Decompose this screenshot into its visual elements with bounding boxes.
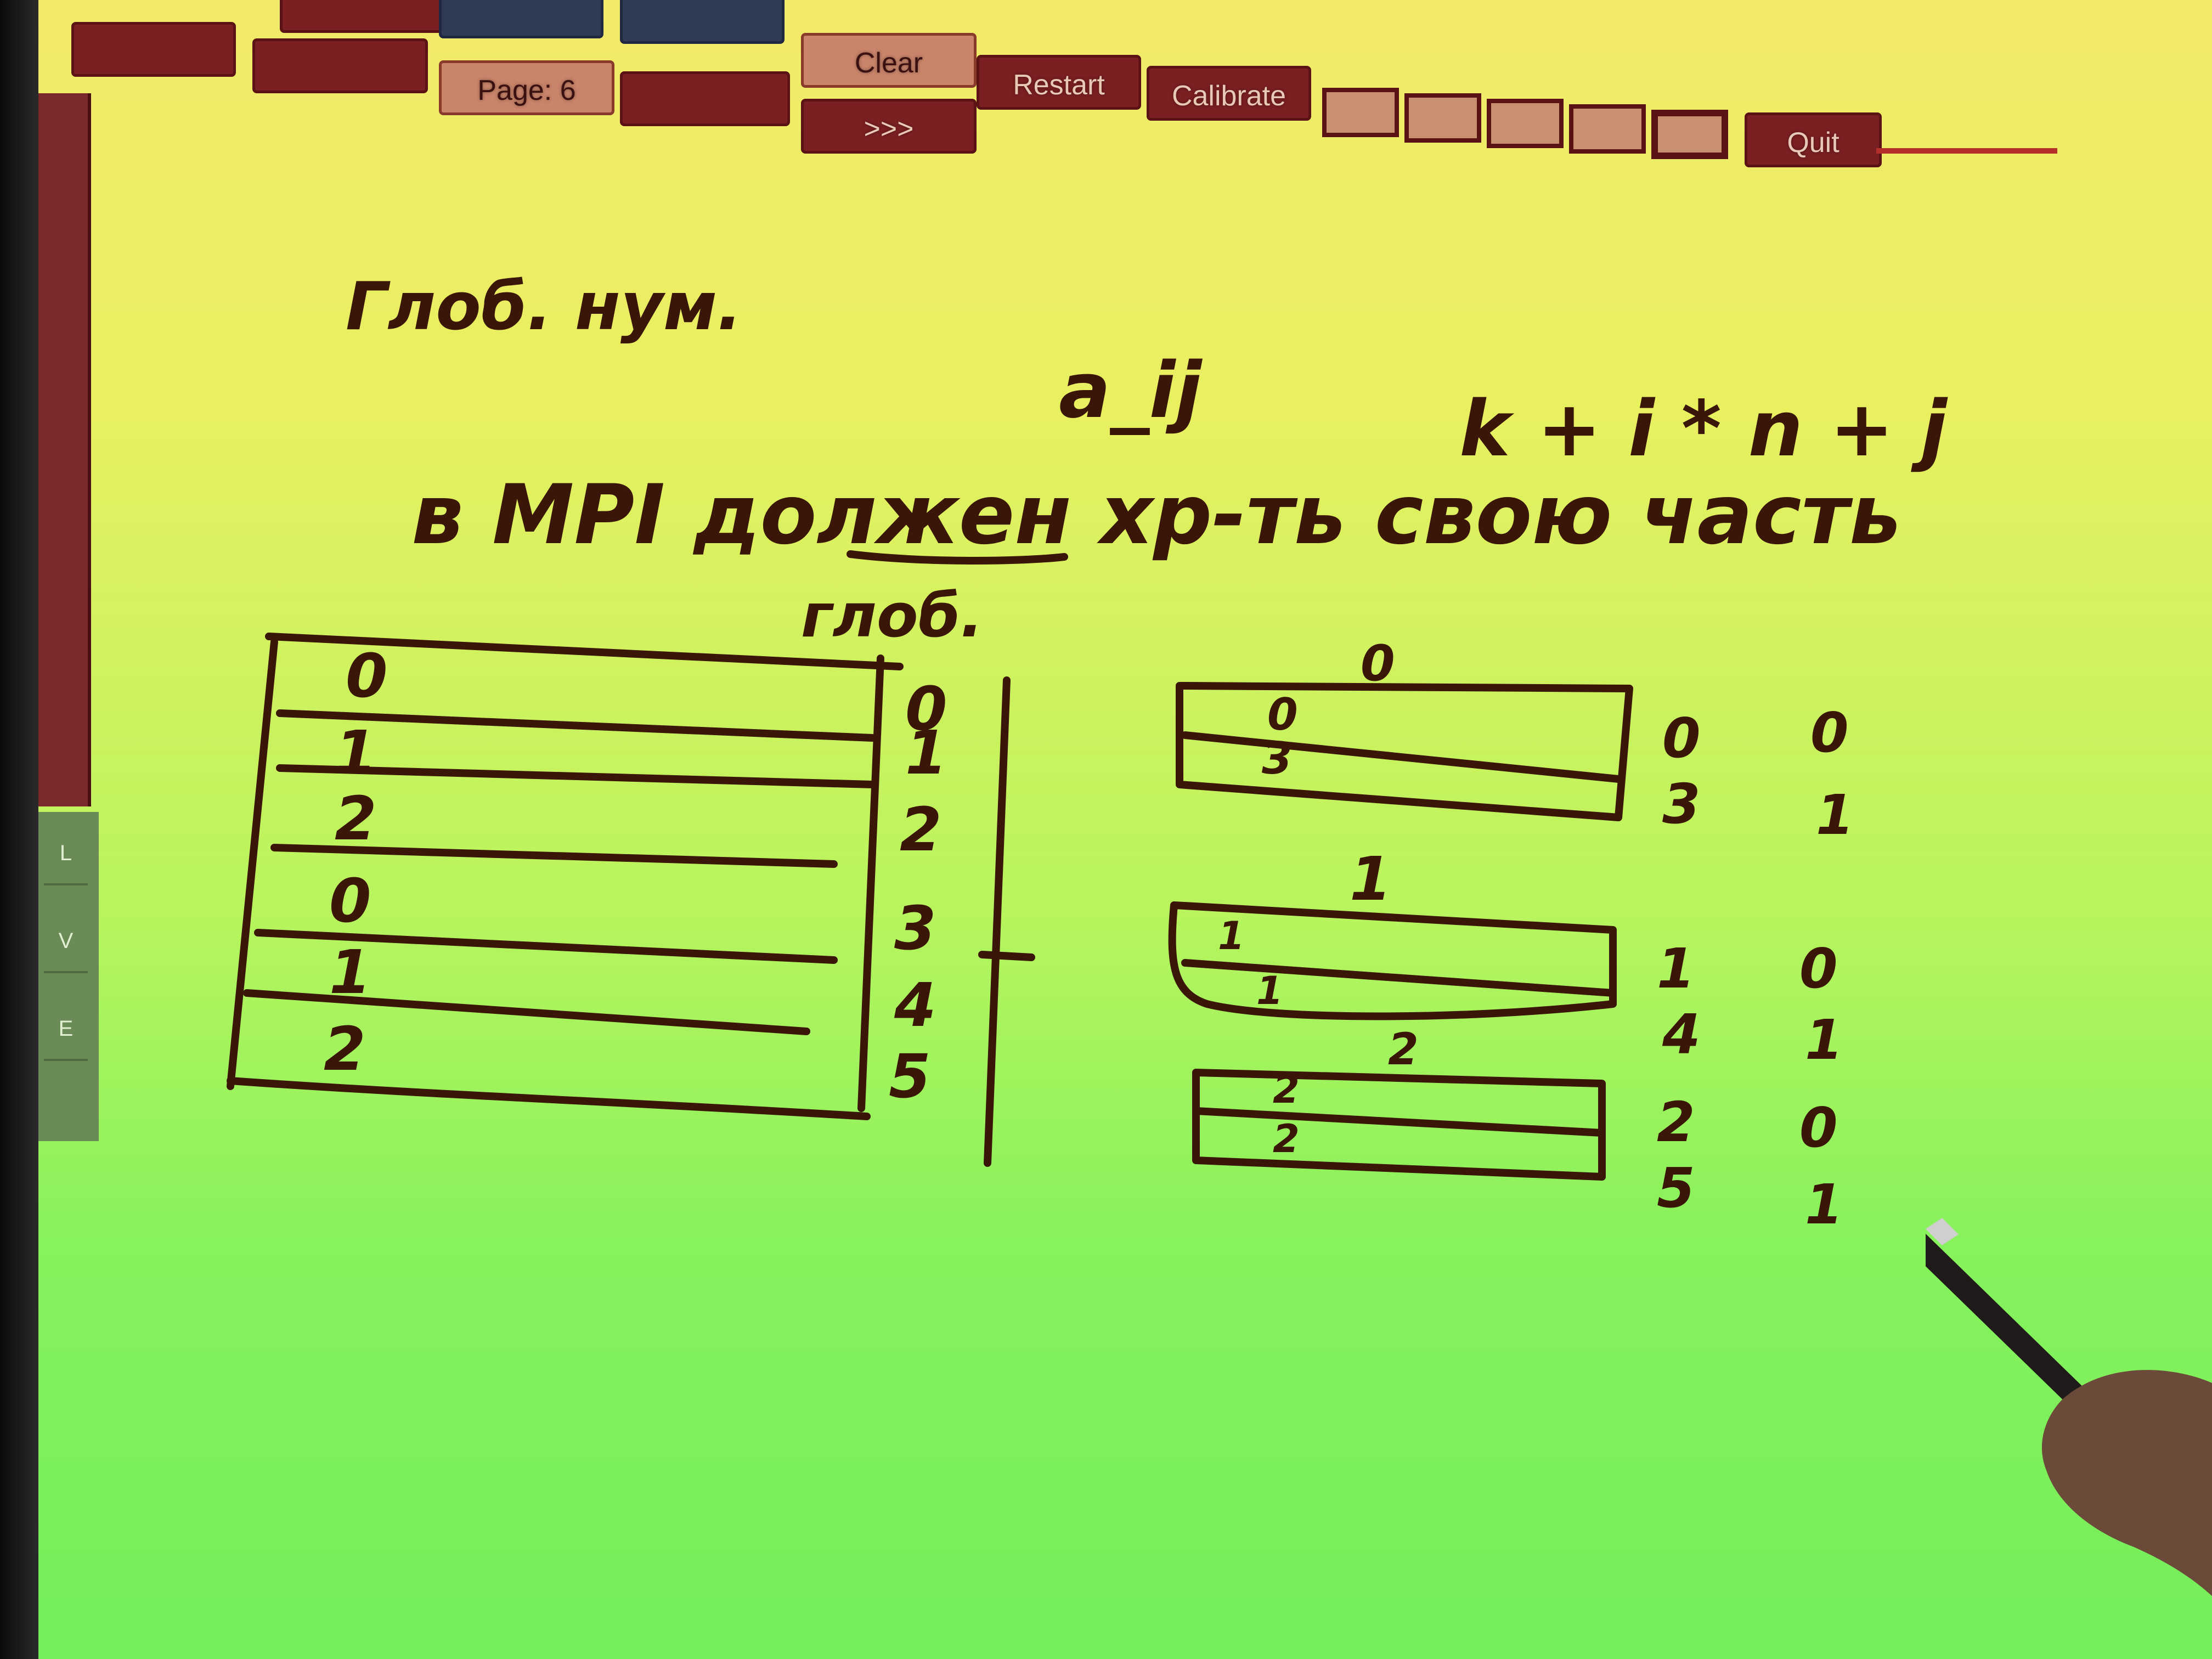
global-local-index: 2 [324,1014,366,1084]
toolbar-button-top-1[interactable] [280,0,466,33]
whiteboard-screen: Page: 6 Clear >>> Restart Calibrate Quit… [38,0,2212,1659]
proc0-local-row: 0 [1810,701,1849,765]
side-panel [38,93,91,806]
global-row-line-2 [276,764,876,788]
tool-palette: L V E [38,812,99,1141]
global-label: глоб. [801,580,983,651]
global-row-number: 5 [889,1041,931,1111]
tool-item-2[interactable]: V [44,911,88,973]
proc0-id: 0 [1361,635,1395,692]
global-row-line-5 [243,989,810,1035]
proc1-inner-label: 1 [1256,968,1283,1013]
proc1-box [1168,901,1617,1020]
global-row-number: 2 [900,794,942,865]
color-swatch-2[interactable] [1404,93,1481,143]
underline-stroke [847,550,1068,565]
proc1-inner-label: 1 [1218,913,1245,958]
proc2-global-row: 2 [1657,1090,1695,1154]
global-table-left [227,638,278,1090]
color-swatch-1[interactable] [1322,88,1399,137]
global-local-index: 1 [335,718,377,788]
global-local-index: 0 [329,866,371,936]
page-label: Page: 6 [477,75,576,106]
next-page-button[interactable]: >>> [801,99,977,154]
quit-button[interactable]: Quit [1745,112,1882,167]
global-table-bottom [227,1077,871,1120]
next-label: >>> [864,113,914,145]
toolbar-button-top-2[interactable] [439,0,603,38]
toolbar-button-1[interactable] [71,22,236,77]
presenter-hand-with-pen [1926,1218,2212,1596]
clear-label: Clear [854,47,923,79]
global-row-line-1 [276,709,876,742]
color-swatch-5[interactable] [1651,110,1728,159]
proc1-global-row: 1 [1657,936,1695,1001]
tool-item-3[interactable]: E [44,998,88,1061]
quit-label: Quit [1787,127,1839,159]
handwriting-canvas: Глоб. нум. a_ij k + i * n + j в MPI долж… [227,269,1948,1237]
global-table-top [265,633,904,670]
global-row-line-4 [254,929,838,964]
title-text: Глоб. нум. [346,269,742,345]
clear-button[interactable]: Clear [801,33,977,88]
global-axis-tick [978,951,1035,961]
formula-index: k + i * n + j [1459,385,1948,474]
global-row-number: 0 [905,674,947,744]
proc2-id: 2 [1388,1024,1419,1075]
proc0-global-row: 3 [1662,772,1701,836]
proc0-inner-label: 3 [1262,733,1293,784]
calibrate-label: Calibrate [1171,80,1286,112]
color-swatch-4[interactable] [1569,104,1646,154]
global-row-number: 1 [905,718,947,788]
proc2-local-row: 0 [1799,1096,1838,1160]
pen-color-indicator [1876,148,2057,154]
toolbar-button-2[interactable] [252,38,428,93]
global-axis [984,676,1011,1167]
mpi-sentence: в MPI должен хр-ть свою часть [411,467,1901,563]
global-row-line-3 [270,844,838,868]
global-row-number: 4 [894,970,936,1040]
proc2-global-row: 5 [1657,1156,1695,1220]
global-local-index: 1 [329,937,371,1007]
proc1-divider [1181,959,1617,997]
proc0-inner-label: 0 [1267,689,1298,740]
proc1-global-row: 4 [1662,1002,1701,1066]
global-row-number: 3 [894,893,936,963]
proc0-box [1176,682,1633,821]
page-indicator: Page: 6 [439,60,614,115]
tool-item-1[interactable]: L [44,823,88,885]
global-table-right [857,654,884,1112]
proc1-id: 1 [1350,844,1392,914]
proc2-inner-label: 2 [1273,1116,1300,1161]
formula-aij: a_ij [1059,346,1203,436]
toolbar: Page: 6 Clear >>> Restart Calibrate Quit [38,0,2212,167]
monitor-bezel [0,0,38,1659]
proc0-local-row: 1 [1816,783,1854,847]
color-swatch-3[interactable] [1487,99,1564,148]
proc2-local-row: 1 [1805,1172,1843,1237]
proc2-box [1192,1069,1606,1181]
global-local-index: 2 [335,783,377,854]
proc0-global-row: 0 [1662,706,1701,770]
proc2-divider [1192,1107,1606,1137]
calibrate-button[interactable]: Calibrate [1147,66,1311,121]
proc2-inner-label: 2 [1273,1067,1300,1112]
restart-label: Restart [1013,69,1105,101]
toolbar-button-3[interactable] [620,71,790,126]
proc1-local-row: 0 [1799,936,1838,1001]
toolbar-button-top-3[interactable] [620,0,785,44]
proc0-divider [1181,731,1622,783]
proc1-local-row: 1 [1805,1008,1843,1072]
restart-button[interactable]: Restart [977,55,1141,110]
global-local-index: 0 [346,641,388,711]
